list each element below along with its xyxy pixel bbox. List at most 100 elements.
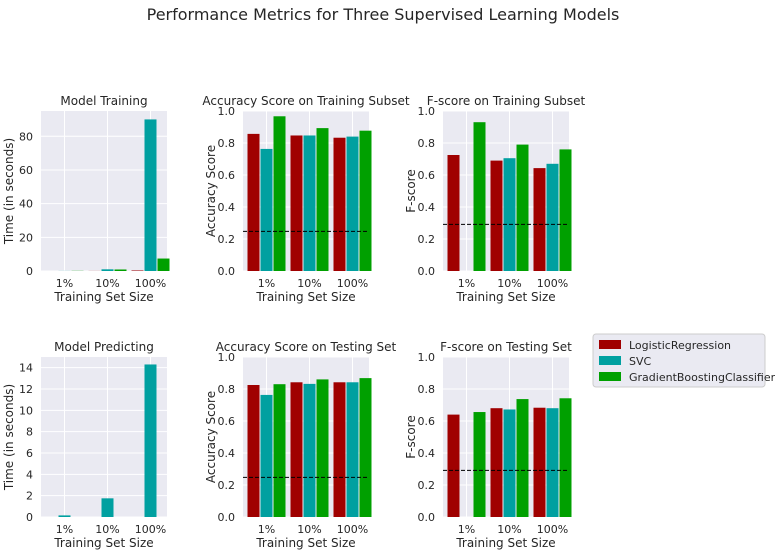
x-tick-label: 100% bbox=[135, 523, 166, 536]
bar-LogisticRegression-10% bbox=[290, 382, 303, 517]
y-tick-label: 0.6 bbox=[218, 415, 236, 428]
legend-label: LogisticRegression bbox=[629, 339, 731, 352]
y-tick-label: 10 bbox=[19, 404, 33, 417]
bar-SVC-100% bbox=[346, 382, 359, 517]
subplot-title: F-score on Testing Set bbox=[440, 340, 572, 354]
bar-GradientBoostingClassifier-100% bbox=[359, 130, 372, 271]
subplot-title: Model Predicting bbox=[54, 340, 154, 354]
x-tick-label: 10% bbox=[95, 277, 119, 290]
bar-GradientBoostingClassifier-10% bbox=[316, 379, 329, 517]
y-tick-label: 1.0 bbox=[418, 351, 436, 364]
bar-SVC-100% bbox=[144, 364, 157, 517]
x-tick-label: 10% bbox=[297, 277, 321, 290]
y-axis-label: Accuracy Score bbox=[204, 391, 218, 483]
subplot-4: 0 2 4 6 8 10 12 14 1% 10% 100% Model Predicting Trai… bbox=[2, 340, 167, 550]
x-tick-label: 10% bbox=[95, 523, 119, 536]
y-tick-label: 0.2 bbox=[418, 479, 436, 492]
bar-LogisticRegression-100% bbox=[533, 407, 546, 517]
bar-SVC-100% bbox=[546, 163, 559, 271]
bar-GradientBoostingClassifier-1% bbox=[473, 412, 486, 517]
legend-box bbox=[592, 333, 766, 388]
bar-LogisticRegression-10% bbox=[290, 135, 303, 271]
y-tick-label: 6 bbox=[26, 447, 33, 460]
x-tick-label: 100% bbox=[537, 277, 568, 290]
subplot-2: 0.0 0.2 0.4 0.6 0.8 1.0 1% 10% 100% Accuracy Scor… bbox=[202, 94, 409, 304]
x-tick-label: 100% bbox=[337, 277, 368, 290]
y-tick-label: 14 bbox=[19, 362, 33, 375]
y-tick-label: 0.6 bbox=[218, 169, 236, 182]
y-tick-label: 60 bbox=[19, 164, 33, 177]
subplot-title: Model Training bbox=[60, 94, 147, 108]
x-tick-label: 1% bbox=[458, 277, 475, 290]
y-tick-label: 0.8 bbox=[418, 383, 436, 396]
x-tick-label: 100% bbox=[135, 277, 166, 290]
bar-SVC-100% bbox=[144, 119, 157, 271]
subplot-3: 0.0 0.2 0.4 0.6 0.8 1.0 1% 10% 100% F-score on Tr… bbox=[404, 94, 585, 304]
bar-LogisticRegression-100% bbox=[333, 382, 346, 517]
y-tick-label: 0.0 bbox=[218, 265, 236, 278]
y-axis-label: Accuracy Score bbox=[204, 145, 218, 237]
y-tick-label: 80 bbox=[19, 130, 33, 143]
bar-GradientBoostingClassifier-10% bbox=[516, 144, 529, 271]
subplot-6: 0.0 0.2 0.4 0.6 0.8 1.0 1% 10% 100% F-score on Te… bbox=[404, 340, 572, 550]
x-tick-label: 100% bbox=[537, 523, 568, 536]
bar-SVC-1% bbox=[260, 394, 273, 517]
legend: LogisticRegression SVC GradientBoostingCla… bbox=[592, 333, 775, 388]
bar-SVC-10% bbox=[503, 409, 516, 517]
legend-label: GradientBoostingClassifier bbox=[629, 371, 775, 384]
bar-SVC-100% bbox=[346, 136, 359, 271]
y-axis-label: Time (in seconds) bbox=[2, 138, 16, 245]
bar-SVC-10% bbox=[303, 383, 316, 517]
y-tick-label: 0.8 bbox=[218, 383, 236, 396]
y-axis-label: F-score bbox=[404, 415, 418, 458]
x-axis-label: Training Set Size bbox=[455, 536, 555, 550]
y-tick-label: 0.8 bbox=[218, 137, 236, 150]
bar-LogisticRegression-1% bbox=[447, 155, 460, 271]
x-axis-label: Training Set Size bbox=[255, 290, 355, 304]
y-tick-label: 0.0 bbox=[418, 265, 436, 278]
x-tick-label: 10% bbox=[497, 277, 521, 290]
bar-GradientBoostingClassifier-100% bbox=[559, 149, 572, 271]
y-tick-label: 0.4 bbox=[418, 447, 436, 460]
y-tick-label: 8 bbox=[26, 426, 33, 439]
y-tick-label: 0.4 bbox=[418, 201, 436, 214]
x-tick-label: 1% bbox=[258, 277, 275, 290]
legend-swatch bbox=[599, 356, 621, 365]
y-tick-label: 0.4 bbox=[218, 447, 236, 460]
x-tick-label: 1% bbox=[458, 523, 475, 536]
y-tick-label: 0.8 bbox=[418, 137, 436, 150]
bar-SVC-10% bbox=[101, 269, 114, 271]
y-tick-label: 0 bbox=[26, 265, 33, 278]
bar-SVC-1% bbox=[260, 148, 273, 271]
bar-LogisticRegression-1% bbox=[447, 414, 460, 517]
bar-LogisticRegression-100% bbox=[533, 168, 546, 271]
subplot-1: 0 20 40 60 80 1% 10% 100% Model Training Training… bbox=[2, 94, 170, 304]
bar-LogisticRegression-100% bbox=[131, 270, 144, 271]
y-tick-label: 2 bbox=[26, 490, 33, 503]
bar-LogisticRegression-10% bbox=[490, 160, 503, 271]
figure-title: Performance Metrics for Three Supervised… bbox=[147, 5, 620, 24]
y-tick-label: 1.0 bbox=[218, 351, 236, 364]
x-tick-label: 10% bbox=[297, 523, 321, 536]
y-tick-label: 0.0 bbox=[418, 511, 436, 524]
bar-SVC-10% bbox=[101, 498, 114, 517]
bar-LogisticRegression-100% bbox=[333, 137, 346, 271]
x-tick-label: 100% bbox=[337, 523, 368, 536]
bar-SVC-10% bbox=[303, 135, 316, 271]
y-tick-label: 0.2 bbox=[218, 233, 236, 246]
legend-label: SVC bbox=[629, 355, 652, 368]
y-axis-label: Time (in seconds) bbox=[2, 384, 16, 491]
bar-GradientBoostingClassifier-10% bbox=[114, 269, 127, 271]
y-tick-label: 0 bbox=[26, 511, 33, 524]
x-tick-label: 1% bbox=[56, 277, 73, 290]
bar-GradientBoostingClassifier-100% bbox=[359, 378, 372, 517]
bar-GradientBoostingClassifier-10% bbox=[516, 399, 529, 517]
y-tick-label: 20 bbox=[19, 231, 33, 244]
subplot-5: 0.0 0.2 0.4 0.6 0.8 1.0 1% 10% 100% Accuracy Scor… bbox=[204, 340, 397, 550]
bar-GradientBoostingClassifier-100% bbox=[157, 258, 170, 271]
subplot-title: Accuracy Score on Training Subset bbox=[202, 94, 409, 108]
y-tick-label: 0.2 bbox=[218, 479, 236, 492]
bar-LogisticRegression-1% bbox=[247, 385, 260, 517]
